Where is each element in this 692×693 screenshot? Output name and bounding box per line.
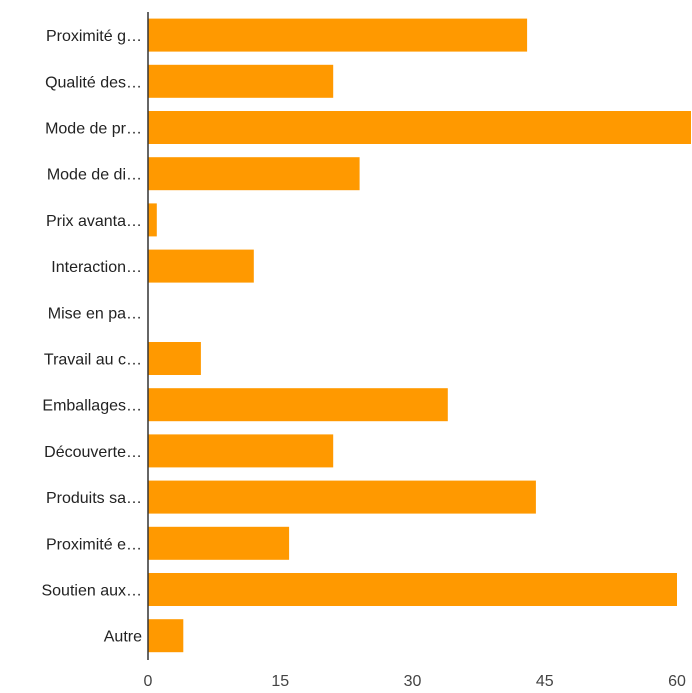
category-label-10: Découverte… — [44, 444, 142, 461]
bar-8 — [148, 342, 201, 375]
category-label-1: Proximité g… — [46, 28, 142, 45]
category-label-3: Mode de pr… — [45, 121, 142, 138]
category-label-12: Proximité e… — [46, 536, 142, 553]
category-labels: Proximité g… Qualité des… Mode de pr… Mode … — [41, 28, 142, 646]
x-tick-labels: 0 15 30 45 60 — [144, 673, 686, 690]
category-label-2: Qualité des… — [45, 74, 142, 91]
bar-11 — [148, 480, 536, 514]
category-label-6: Interaction… — [51, 259, 142, 276]
category-label-9: Emballages… — [42, 398, 142, 415]
bar-1 — [148, 18, 528, 52]
bar-2 — [148, 64, 334, 98]
bar-10 — [148, 434, 334, 468]
x-tick-label-15: 15 — [271, 673, 289, 690]
x-tick-label-60: 60 — [668, 673, 686, 690]
bar-3 — [148, 111, 691, 144]
category-label-7: Mise en pa… — [48, 305, 142, 322]
x-tick-label-0: 0 — [144, 673, 153, 690]
category-label-13: Soutien aux… — [41, 583, 142, 600]
category-label-8: Travail au c… — [44, 352, 142, 369]
bar-6 — [148, 249, 254, 283]
bar-5 — [148, 203, 157, 237]
x-tick-label-45: 45 — [536, 673, 554, 690]
bar-4 — [148, 157, 360, 191]
bars-group — [148, 18, 691, 653]
bar-13 — [148, 573, 677, 606]
category-label-14: Autre — [104, 629, 142, 646]
bar-9 — [148, 388, 448, 422]
x-tick-label-30: 30 — [404, 673, 422, 690]
category-label-11: Produits sa… — [46, 490, 142, 507]
category-label-5: Prix avanta… — [46, 213, 142, 230]
bar-14 — [148, 619, 184, 653]
bar-12 — [148, 526, 290, 560]
category-label-4: Mode de di… — [47, 167, 142, 184]
